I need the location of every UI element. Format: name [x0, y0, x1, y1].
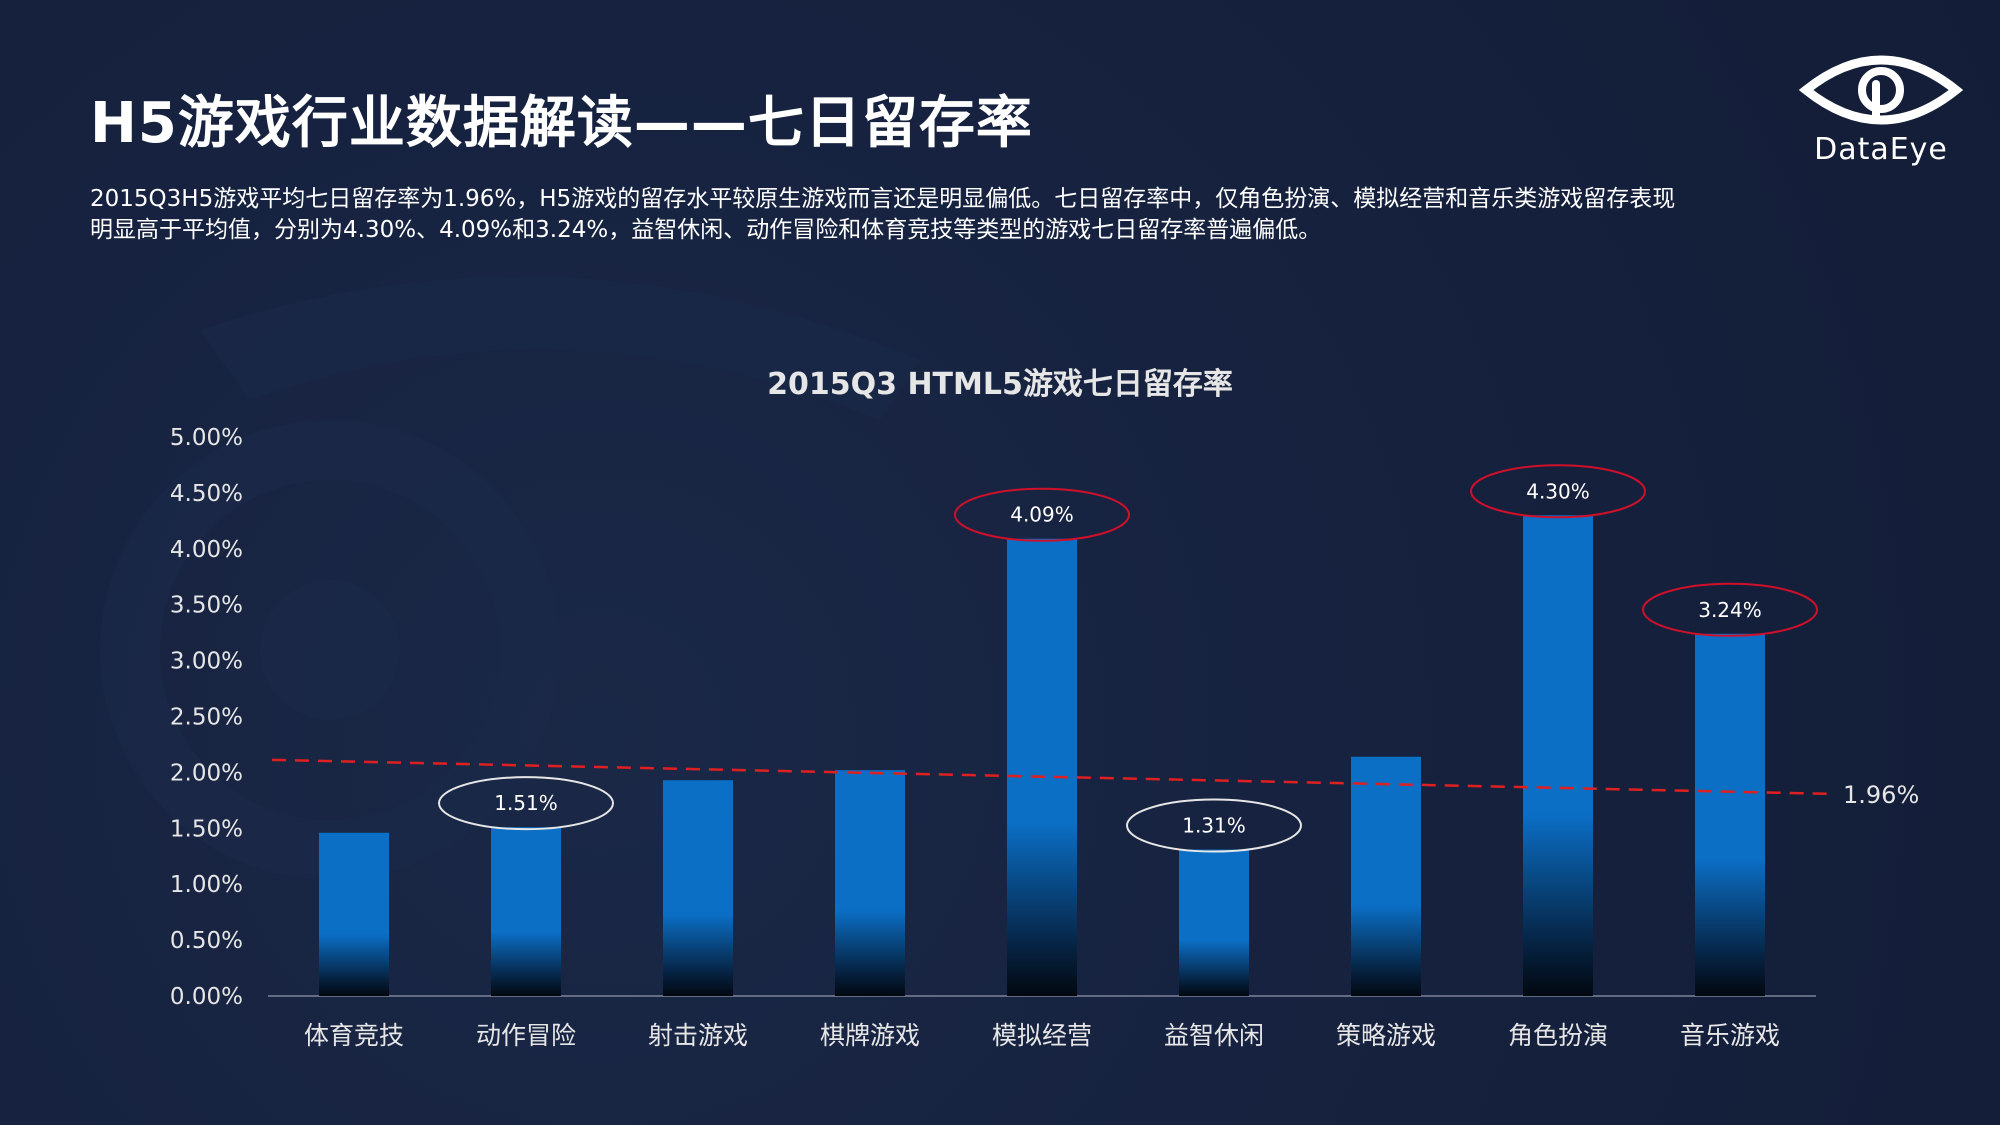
bar	[1179, 849, 1249, 996]
eye-icon	[1798, 55, 1964, 125]
y-tick-label: 5.00%	[170, 425, 243, 451]
x-tick-label: 音乐游戏	[1680, 1021, 1780, 1050]
x-tick-label: 体育竞技	[304, 1021, 404, 1050]
annotation-ellipse	[1126, 798, 1302, 853]
y-tick-label: 2.00%	[170, 760, 243, 786]
y-tick-label: 4.50%	[170, 481, 243, 507]
x-tick-label: 角色扮演	[1508, 1021, 1608, 1050]
data-label: 1.51%	[494, 791, 558, 815]
data-label: 4.09%	[1010, 503, 1074, 527]
annotation-ellipse	[1642, 582, 1818, 637]
y-tick-label: 1.00%	[170, 872, 243, 898]
bar	[663, 780, 733, 996]
y-tick-label: 3.00%	[170, 649, 243, 675]
page-title: H5游戏行业数据解读——七日留存率	[90, 91, 1033, 156]
annotation-ellipse	[954, 487, 1130, 542]
y-tick-label: 3.50%	[170, 593, 243, 619]
description-line-1: 2015Q3H5游戏平均七日留存率为1.96%，H5游戏的留存水平较原生游戏而言…	[90, 186, 1676, 212]
x-tick-label: 策略游戏	[1336, 1021, 1436, 1050]
bar	[491, 827, 561, 996]
x-tick-label: 棋牌游戏	[820, 1021, 920, 1050]
bars-group	[319, 515, 1765, 996]
page-description: 2015Q3H5游戏平均七日留存率为1.96%，H5游戏的留存水平较原生游戏而言…	[90, 184, 1830, 246]
annotation-ellipse	[438, 776, 614, 831]
x-tick-label: 动作冒险	[476, 1021, 576, 1050]
y-tick-label: 0.00%	[170, 984, 243, 1010]
chart-title: 2015Q3 HTML5游戏七日留存率	[767, 367, 1233, 402]
bar	[1007, 538, 1077, 996]
bar	[1523, 515, 1593, 996]
data-label: 1.31%	[1182, 814, 1246, 838]
x-axis-labels: 体育竞技 动作冒险 射击游戏 棋牌游戏 模拟经营 益智休闲 策略游戏 角色扮演 音乐游戏	[304, 1021, 1780, 1050]
bar	[1695, 633, 1765, 996]
y-tick-label: 4.00%	[170, 537, 243, 563]
data-label: 3.24%	[1698, 598, 1762, 622]
y-tick-label: 2.50%	[170, 705, 243, 731]
bar	[1351, 756, 1421, 996]
description-line-2: 明显高于平均值，分别为4.30%、4.09%和3.24%，益智休闲、动作冒险和体…	[90, 217, 1322, 243]
average-label: 1.96%	[1843, 781, 1919, 809]
logo-text: DataEye	[1814, 132, 1948, 167]
x-tick-label: 模拟经营	[992, 1021, 1092, 1050]
value-annotations: 1.51% 4.09% 1.31% 4.30% 3.24%	[438, 464, 1818, 853]
x-tick-label: 益智休闲	[1164, 1021, 1264, 1050]
annotation-ellipse	[1470, 464, 1646, 519]
bar	[835, 770, 905, 996]
y-tick-label: 1.50%	[170, 816, 243, 842]
bar	[319, 832, 389, 996]
data-label: 4.30%	[1526, 479, 1590, 503]
x-tick-label: 射击游戏	[648, 1021, 748, 1050]
average-line	[271, 758, 1833, 796]
y-tick-label: 0.50%	[170, 928, 243, 954]
y-axis-ticks: 0.00% 0.50% 1.00% 1.50% 2.00% 2.50% 3.00% 3.50%…	[170, 425, 243, 1010]
